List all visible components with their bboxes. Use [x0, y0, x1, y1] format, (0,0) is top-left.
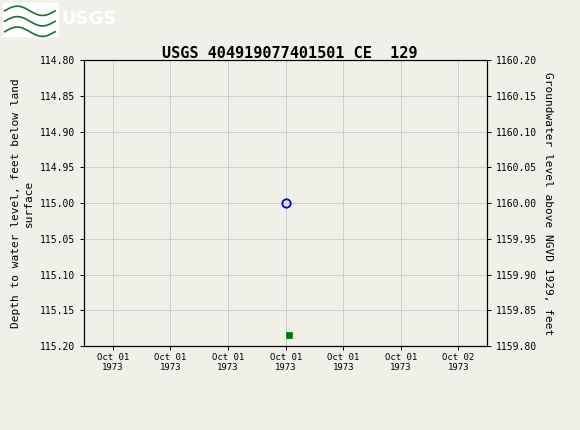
- FancyBboxPatch shape: [3, 3, 58, 36]
- Y-axis label: Groundwater level above NGVD 1929, feet: Groundwater level above NGVD 1929, feet: [543, 71, 553, 335]
- Legend: Period of approved data: Period of approved data: [188, 427, 383, 430]
- Text: USGS: USGS: [61, 10, 116, 28]
- Y-axis label: Depth to water level, feet below land
surface: Depth to water level, feet below land su…: [11, 78, 34, 328]
- Text: USGS 404919077401501 CE  129: USGS 404919077401501 CE 129: [162, 46, 418, 61]
